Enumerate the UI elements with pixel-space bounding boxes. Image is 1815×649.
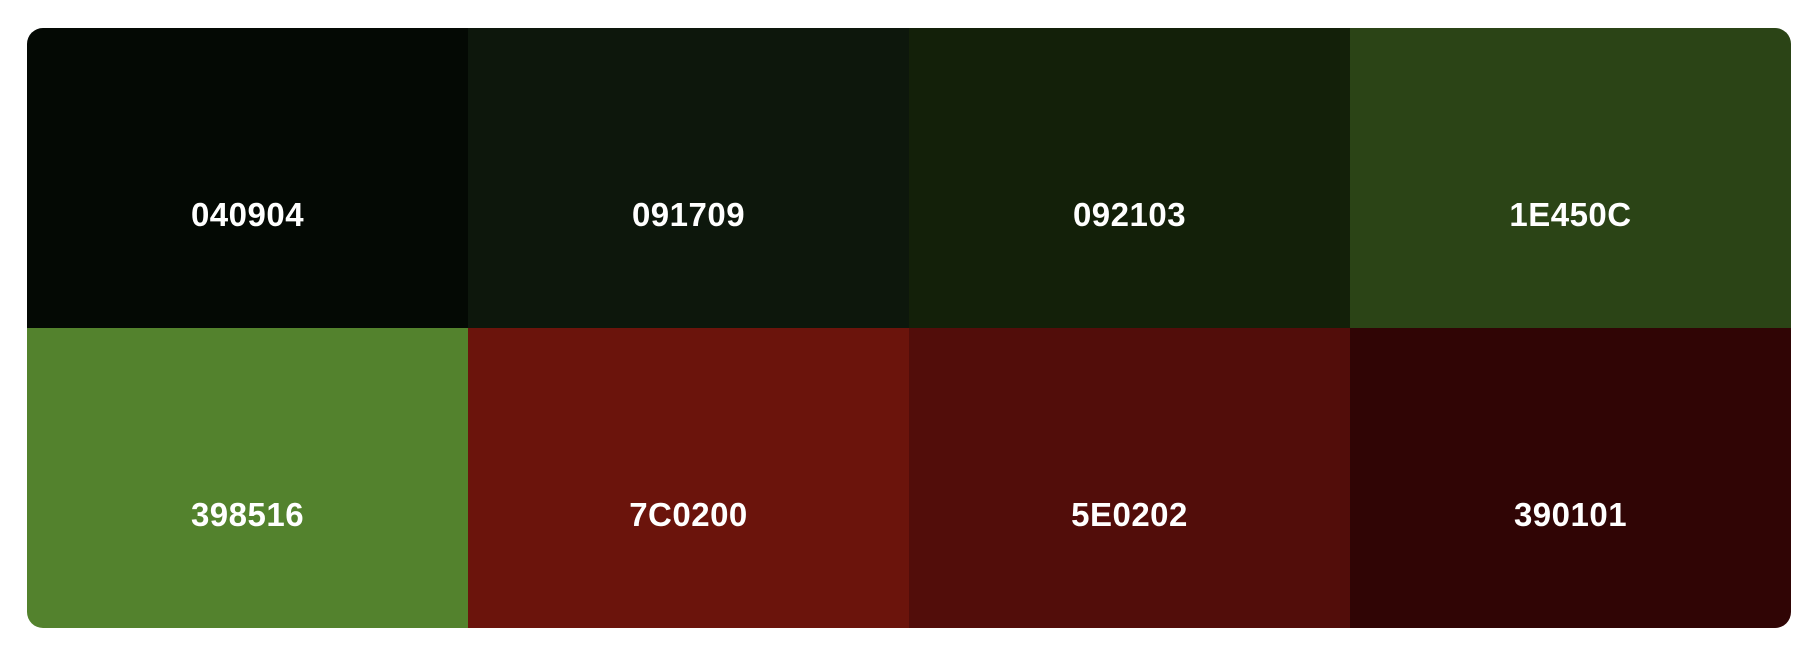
color-swatch-7c0200[interactable]: 7C0200: [468, 328, 909, 628]
swatch-hex-label: 040904: [190, 196, 305, 233]
swatch-hex-label: 1E450C: [1509, 196, 1632, 233]
color-swatch-091709[interactable]: 091709: [468, 28, 909, 328]
swatch-hex-label: 390101: [1513, 496, 1628, 533]
color-swatch-5e0202[interactable]: 5E0202: [909, 328, 1350, 628]
swatch-hex-label: 092103: [1072, 196, 1187, 233]
color-swatch-398516[interactable]: 398516: [27, 328, 468, 628]
color-palette: 040904 091709 092103 1E450C 398516 7C020…: [27, 28, 1791, 628]
color-swatch-1e450c[interactable]: 1E450C: [1350, 28, 1791, 328]
swatch-hex-label: 398516: [190, 496, 305, 533]
color-swatch-092103[interactable]: 092103: [909, 28, 1350, 328]
swatch-hex-label: 091709: [631, 196, 746, 233]
color-swatch-390101[interactable]: 390101: [1350, 328, 1791, 628]
swatch-hex-label: 7C0200: [629, 496, 748, 533]
swatch-hex-label: 5E0202: [1071, 496, 1188, 533]
color-swatch-040904[interactable]: 040904: [27, 28, 468, 328]
